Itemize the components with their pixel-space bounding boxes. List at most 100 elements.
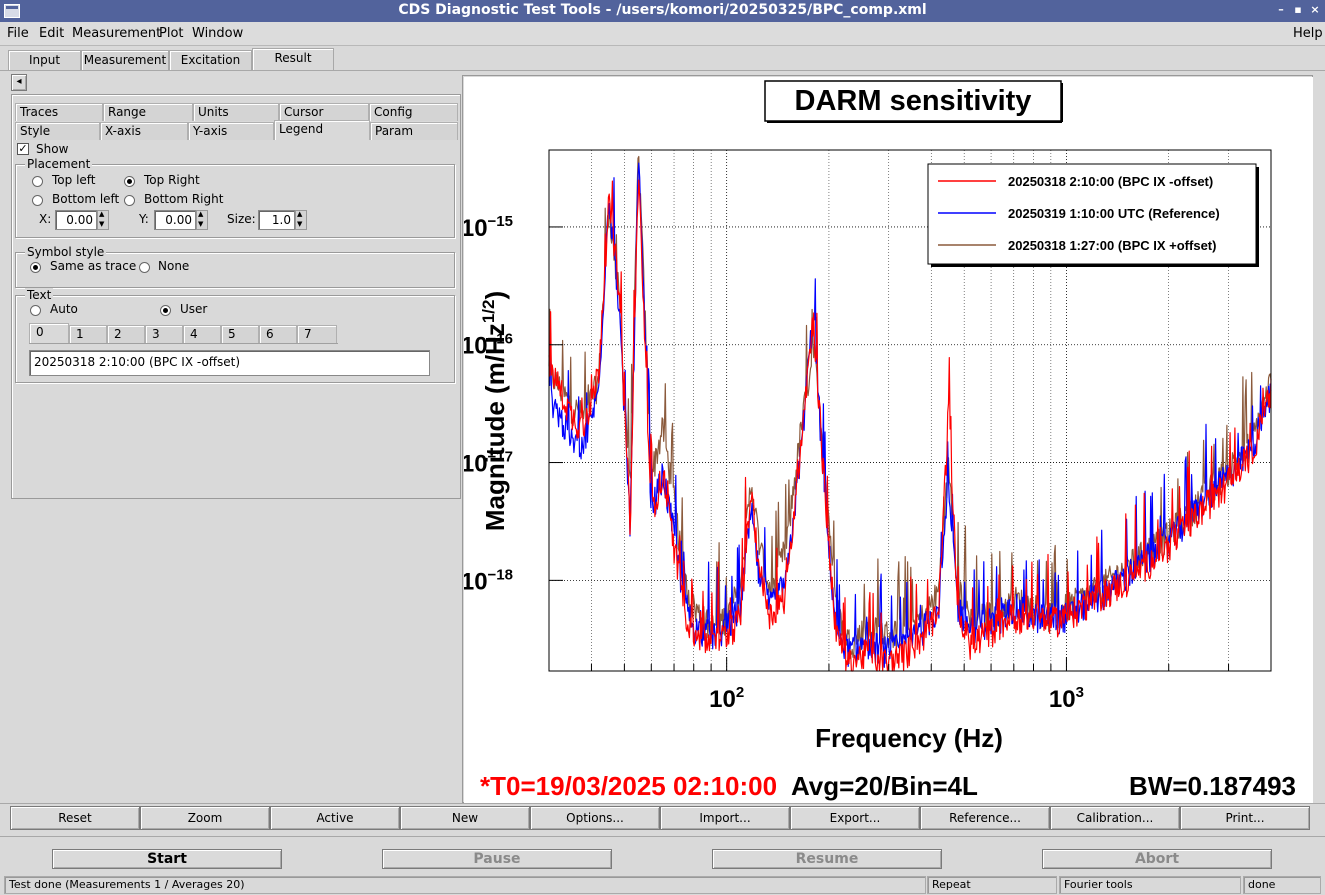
minimize-icon[interactable]: –	[1278, 3, 1284, 16]
tab-excitation[interactable]: Excitation	[169, 50, 252, 70]
legend-entry-1: 20250319 1:10:00 UTC (Reference)	[1008, 206, 1220, 221]
chart-title-box	[764, 80, 1062, 122]
export-button[interactable]: Export...	[790, 806, 920, 830]
size-label: Size:	[227, 212, 256, 226]
placement-top-left-radio[interactable]	[32, 176, 43, 187]
subtab-x-axis[interactable]: X-axis	[100, 122, 188, 140]
legend-entry-2: 20250318 1:27:00 (BPC IX +offset)	[1008, 238, 1216, 253]
text-group-label: Text	[25, 288, 54, 302]
tab-measurement[interactable]: Measurement	[81, 50, 169, 70]
maximize-icon[interactable]: ▪	[1294, 3, 1302, 16]
size-stepper[interactable]	[295, 210, 307, 230]
legend-box: 20250318 2:10:00 (BPC IX -offset) 2025031…	[927, 163, 1259, 267]
show-legend-checkbox[interactable]: ✓	[17, 142, 29, 155]
y-axis-label-close: )	[480, 291, 510, 300]
symbol-none-radio[interactable]	[139, 262, 150, 273]
y-tick-label: 10−15	[464, 213, 513, 242]
status-message: Test done (Measurements 1 / Averages 20)	[4, 876, 926, 894]
symbol-same-as-trace-radio[interactable]	[30, 262, 41, 273]
subtab-traces[interactable]: Traces	[15, 103, 103, 121]
menu-help[interactable]: Help	[1293, 26, 1323, 41]
grid-layer	[548, 150, 1272, 671]
tab-input[interactable]: Input	[8, 50, 81, 70]
start-button[interactable]: Start	[52, 849, 282, 869]
plot-canvas[interactable]: DARM sensitivity 102 103 10−15 10−16 10−17 10…	[461, 77, 1313, 803]
text-user-radio[interactable]	[160, 305, 171, 316]
status-tools: Fourier tools	[1059, 876, 1241, 894]
x-offset-input[interactable]: 0.00	[55, 210, 97, 230]
chart-title: DARM sensitivity	[795, 85, 1032, 117]
subtab-config[interactable]: Config	[369, 103, 458, 121]
legend-text-input[interactable]: 20250318 2:10:00 (BPC IX -offset)	[29, 350, 430, 376]
calibration-button[interactable]: Calibration...	[1050, 806, 1180, 830]
x-tick-label: 103	[1049, 684, 1084, 713]
status-state: done	[1243, 876, 1321, 894]
symbol-none-label: None	[158, 259, 190, 273]
print-button[interactable]: Print...	[1180, 806, 1310, 830]
reference-button[interactable]: Reference...	[920, 806, 1050, 830]
placement-bottom-right-label: Bottom Right	[144, 192, 224, 206]
collapse-panel-button[interactable]: ◂	[11, 74, 27, 91]
subtab-range[interactable]: Range	[103, 103, 193, 121]
darm-sensitivity-chart[interactable]: DARM sensitivity 102 10310−1510−1610−1710…	[461, 77, 1313, 803]
subtab-y-axis[interactable]: Y-axis	[188, 122, 274, 140]
pause-button[interactable]: Pause	[382, 849, 612, 869]
zoom-button[interactable]: Zoom	[140, 806, 270, 830]
y-offset-label: Y:	[139, 212, 149, 226]
menu-file[interactable]: File	[7, 26, 29, 41]
show-legend-label: Show	[36, 142, 69, 156]
tab-result[interactable]: Result	[252, 48, 334, 70]
subtab-param[interactable]: Param	[370, 122, 458, 140]
placement-top-left-label: Top left	[52, 173, 96, 187]
status-repeat: Repeat	[927, 876, 1057, 894]
reset-button[interactable]: Reset	[10, 806, 140, 830]
menu-edit[interactable]: Edit	[39, 26, 65, 41]
size-input[interactable]: 1.0	[258, 210, 295, 230]
text-trace-tab-3[interactable]: 3	[145, 325, 183, 343]
text-trace-tab-6[interactable]: 6	[259, 325, 297, 343]
resume-button[interactable]: Resume	[712, 849, 942, 869]
text-trace-tab-2[interactable]: 2	[107, 325, 145, 343]
active-button[interactable]: Active	[270, 806, 400, 830]
y-tick-label: 10−16	[464, 331, 513, 360]
action-row-divider	[0, 803, 1325, 804]
options-panel	[11, 94, 461, 499]
text-tab-divider	[29, 343, 338, 344]
menu-plot[interactable]: Plot	[159, 26, 184, 41]
import-button[interactable]: Import...	[660, 806, 790, 830]
subtab-units[interactable]: Units	[193, 103, 279, 121]
axes-frame	[548, 149, 1272, 672]
symbol-style-group	[15, 252, 455, 288]
text-auto-radio[interactable]	[30, 305, 41, 316]
text-trace-tab-5[interactable]: 5	[221, 325, 259, 343]
new-button[interactable]: New	[400, 806, 530, 830]
abort-button[interactable]: Abort	[1042, 849, 1272, 869]
subtab-cursor[interactable]: Cursor	[279, 103, 369, 121]
placement-top-right-radio[interactable]	[124, 176, 135, 187]
y-offset-stepper[interactable]	[196, 210, 208, 230]
text-auto-label: Auto	[50, 302, 78, 316]
subtab-legend[interactable]: Legend	[274, 120, 370, 140]
y-offset-input[interactable]: 0.00	[154, 210, 196, 230]
placement-bottom-left-radio[interactable]	[32, 195, 43, 206]
text-trace-tab-1[interactable]: 1	[69, 325, 107, 343]
window-menu-icon[interactable]	[4, 4, 20, 18]
tick-layer: 102 103 10−15 10−16 10−17 10−18	[461, 213, 1272, 713]
legend-entry-0: 20250318 2:10:00 (BPC IX -offset)	[1008, 174, 1213, 189]
y-tick-label: 10−17	[464, 449, 513, 478]
text-trace-tab-0[interactable]: 0	[29, 323, 69, 343]
subtab-style[interactable]: Style	[15, 122, 100, 140]
text-trace-tab-7[interactable]: 7	[297, 325, 337, 343]
x-offset-stepper[interactable]	[97, 210, 109, 230]
placement-group-label: Placement	[25, 157, 93, 171]
menu-measurement[interactable]: Measurement	[72, 26, 162, 41]
text-trace-tab-4[interactable]: 4	[183, 325, 221, 343]
options-button[interactable]: Options...	[530, 806, 660, 830]
placement-bottom-right-radio[interactable]	[124, 195, 135, 206]
footer-t0: *T0=19/03/2025 02:10:00	[480, 771, 777, 801]
x-axis-label: Frequency (Hz)	[815, 723, 1003, 753]
close-icon[interactable]: ×	[1310, 3, 1320, 16]
series-layer	[548, 155, 1272, 672]
y-axis-label-main: Magnitude (m/Hz	[480, 323, 510, 531]
menu-window[interactable]: Window	[192, 26, 244, 41]
